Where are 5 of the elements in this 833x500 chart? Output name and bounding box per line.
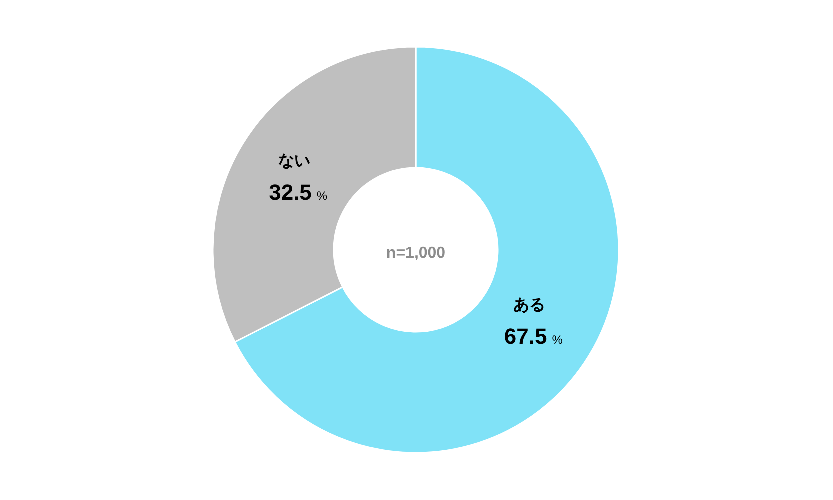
slice-label: ある [514, 297, 546, 314]
data-label: 32.5% [269, 180, 328, 205]
slice-label: ない [278, 152, 310, 170]
data-label: 67.5% [504, 324, 564, 350]
text: n=1,000 [386, 245, 446, 262]
